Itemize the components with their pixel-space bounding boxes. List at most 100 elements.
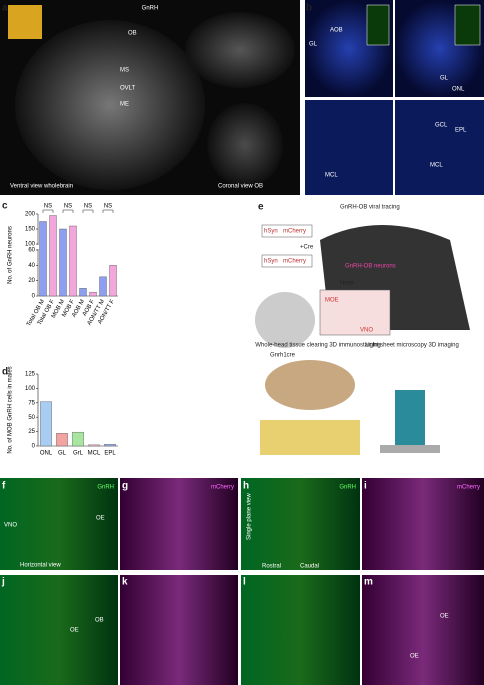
inset bbox=[454, 4, 481, 46]
x-tick-label: GL bbox=[58, 451, 67, 457]
bar bbox=[89, 291, 97, 297]
y-tick-label: 100 bbox=[25, 242, 36, 248]
y-tick-label: 20 bbox=[28, 278, 35, 284]
ob-3d bbox=[207, 103, 283, 187]
construct bbox=[261, 254, 313, 268]
y-tick-label: 50 bbox=[28, 415, 35, 421]
nose-inset bbox=[319, 289, 391, 336]
axis-break bbox=[35, 245, 41, 249]
brain bbox=[15, 20, 205, 190]
label: mCherry bbox=[211, 485, 234, 491]
label: Single plane view bbox=[247, 493, 253, 540]
panel-letter: h bbox=[243, 481, 249, 492]
label: GnRH bbox=[97, 485, 114, 491]
significance-label: NS bbox=[84, 204, 92, 210]
panel-l-image bbox=[241, 575, 360, 685]
title: GnRH-OB viral tracing bbox=[340, 205, 400, 211]
significance-bracket bbox=[82, 209, 94, 213]
label: EPL bbox=[455, 128, 467, 134]
label: OE bbox=[96, 516, 105, 522]
significance-bracket bbox=[62, 209, 74, 213]
label: ME bbox=[120, 102, 129, 108]
bar bbox=[59, 228, 67, 297]
panel-letter: a bbox=[2, 3, 8, 14]
significance-label: NS bbox=[64, 204, 72, 210]
label: mCherry bbox=[457, 485, 480, 491]
y-tick-label: 40 bbox=[28, 263, 35, 269]
bar bbox=[39, 221, 47, 297]
significance-bracket bbox=[102, 209, 114, 213]
label: ONL bbox=[452, 87, 465, 93]
y-tick-label: 150 bbox=[25, 227, 36, 233]
bar bbox=[109, 265, 117, 297]
panel-letter: f bbox=[2, 481, 6, 492]
label: MS bbox=[120, 68, 129, 74]
y-tick-label: 60 bbox=[28, 248, 35, 254]
label: AOB bbox=[330, 28, 343, 34]
panel-j-image bbox=[0, 575, 118, 685]
panel-k-image bbox=[120, 575, 238, 685]
label: OE bbox=[410, 654, 419, 660]
panel-i-image bbox=[362, 478, 484, 570]
y-tick-label: 75 bbox=[28, 400, 35, 406]
panel-letter: m bbox=[364, 577, 373, 588]
bar bbox=[56, 433, 68, 447]
panel-e-drawings bbox=[255, 224, 470, 455]
significance-label: NS bbox=[44, 204, 52, 210]
label: Nose bbox=[340, 281, 355, 287]
label: hSyn bbox=[264, 229, 278, 235]
label: Gnrh1cre bbox=[270, 353, 296, 359]
label: Caudal bbox=[300, 564, 319, 570]
label: mCherry bbox=[283, 259, 306, 265]
label: Coronal view OB bbox=[218, 184, 263, 190]
label: Ventral view wholebrain bbox=[10, 184, 73, 190]
ob-coronal bbox=[185, 12, 295, 88]
y-tick-label: 125 bbox=[25, 372, 36, 378]
bar bbox=[40, 401, 52, 447]
significance-bracket bbox=[42, 209, 54, 213]
label: OB bbox=[128, 31, 137, 37]
y-tick-label: 100 bbox=[25, 386, 36, 392]
bar bbox=[69, 225, 77, 297]
label: Rostral bbox=[262, 564, 281, 570]
label: MCL bbox=[325, 173, 338, 179]
label: OVLT bbox=[120, 86, 136, 92]
label: Whole-head tissue clearing 3D immunostai… bbox=[255, 343, 380, 349]
y-axis-label: No. of MOB GnRH cells in males bbox=[8, 366, 14, 453]
bar bbox=[104, 444, 116, 447]
panel-letter: k bbox=[122, 577, 128, 588]
panel-h-image bbox=[241, 478, 360, 570]
cleared-photo bbox=[260, 420, 360, 455]
y-tick-label: 0 bbox=[32, 294, 36, 300]
label: GL bbox=[440, 76, 449, 82]
panel-f-image bbox=[0, 478, 118, 570]
bar bbox=[88, 444, 100, 447]
panel-letter: b bbox=[306, 3, 312, 14]
panel-b-4 bbox=[395, 100, 484, 195]
label: Light-sheet microscopy 3D imaging bbox=[365, 343, 459, 349]
label: GnRH-OB neurons bbox=[345, 264, 396, 270]
mouse bbox=[255, 292, 315, 348]
title: GnRH bbox=[142, 6, 159, 12]
inset-photo bbox=[8, 5, 42, 39]
bar bbox=[49, 215, 57, 297]
panel-letter: j bbox=[1, 577, 5, 588]
label: Horizontal view bbox=[20, 563, 61, 569]
y-axis-label: No. of GnRH neurons bbox=[8, 226, 14, 284]
label: +Cre bbox=[300, 245, 314, 251]
microscope bbox=[395, 390, 425, 450]
label: mCherry bbox=[283, 229, 306, 235]
x-tick-label: MCL bbox=[88, 451, 101, 457]
x-tick-label: GrL bbox=[73, 451, 84, 457]
y-tick-label: 200 bbox=[25, 212, 36, 218]
panel-letter: e bbox=[258, 202, 264, 213]
label: GnRH bbox=[339, 485, 356, 491]
label: VNO bbox=[360, 328, 373, 334]
panel-g-image bbox=[120, 478, 238, 570]
significance-label: NS bbox=[104, 204, 112, 210]
label: GL bbox=[309, 42, 318, 48]
panel-letter: c bbox=[2, 201, 8, 212]
label: MCL bbox=[430, 163, 443, 169]
x-tick-label: ONL bbox=[40, 451, 53, 457]
